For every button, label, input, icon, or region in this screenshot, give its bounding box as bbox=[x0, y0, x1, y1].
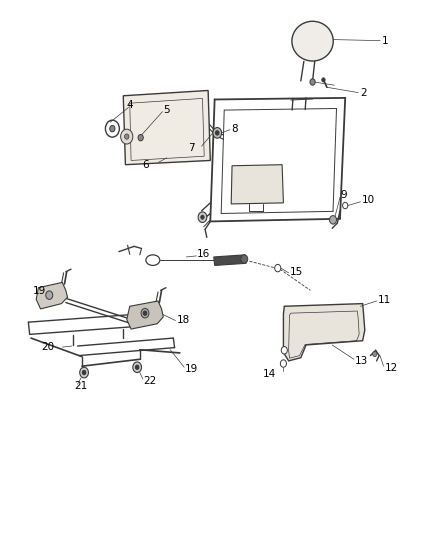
Circle shape bbox=[198, 212, 207, 222]
Text: 14: 14 bbox=[262, 369, 276, 378]
Circle shape bbox=[241, 255, 248, 263]
Text: 10: 10 bbox=[362, 195, 375, 205]
Text: 16: 16 bbox=[197, 249, 211, 260]
Text: 11: 11 bbox=[378, 295, 391, 305]
Circle shape bbox=[80, 367, 88, 378]
Circle shape bbox=[215, 131, 219, 135]
Ellipse shape bbox=[292, 21, 333, 61]
Circle shape bbox=[133, 362, 141, 373]
Polygon shape bbox=[231, 165, 283, 204]
Circle shape bbox=[329, 216, 336, 224]
Text: 6: 6 bbox=[143, 160, 149, 169]
Text: 19: 19 bbox=[32, 286, 46, 296]
Circle shape bbox=[135, 365, 139, 369]
Text: 13: 13 bbox=[355, 356, 368, 366]
Circle shape bbox=[141, 309, 149, 318]
Circle shape bbox=[82, 370, 86, 375]
Text: 20: 20 bbox=[41, 342, 54, 352]
Text: 5: 5 bbox=[163, 104, 170, 115]
Circle shape bbox=[310, 79, 315, 85]
Text: 7: 7 bbox=[188, 143, 195, 154]
Circle shape bbox=[46, 291, 53, 300]
Circle shape bbox=[343, 203, 348, 209]
Text: 1: 1 bbox=[382, 36, 389, 46]
Circle shape bbox=[322, 78, 325, 82]
Circle shape bbox=[213, 127, 222, 138]
Circle shape bbox=[201, 215, 204, 219]
Polygon shape bbox=[36, 282, 67, 309]
Circle shape bbox=[275, 264, 281, 272]
Text: 18: 18 bbox=[177, 314, 190, 325]
Text: 4: 4 bbox=[127, 100, 133, 110]
Circle shape bbox=[110, 125, 115, 132]
Circle shape bbox=[373, 351, 377, 357]
Circle shape bbox=[280, 360, 286, 367]
Polygon shape bbox=[123, 91, 210, 165]
Polygon shape bbox=[283, 304, 365, 361]
Text: 15: 15 bbox=[290, 267, 303, 277]
Circle shape bbox=[124, 134, 129, 139]
Text: 9: 9 bbox=[341, 190, 347, 200]
Circle shape bbox=[143, 311, 147, 316]
Text: 19: 19 bbox=[185, 364, 198, 374]
Text: 2: 2 bbox=[360, 87, 367, 98]
Polygon shape bbox=[127, 301, 163, 329]
Circle shape bbox=[281, 346, 287, 354]
Text: 12: 12 bbox=[385, 364, 398, 373]
Text: 8: 8 bbox=[231, 124, 237, 134]
Text: 21: 21 bbox=[74, 381, 88, 391]
Circle shape bbox=[138, 134, 143, 141]
Polygon shape bbox=[214, 255, 246, 265]
Circle shape bbox=[120, 129, 133, 144]
Text: 22: 22 bbox=[144, 376, 157, 386]
